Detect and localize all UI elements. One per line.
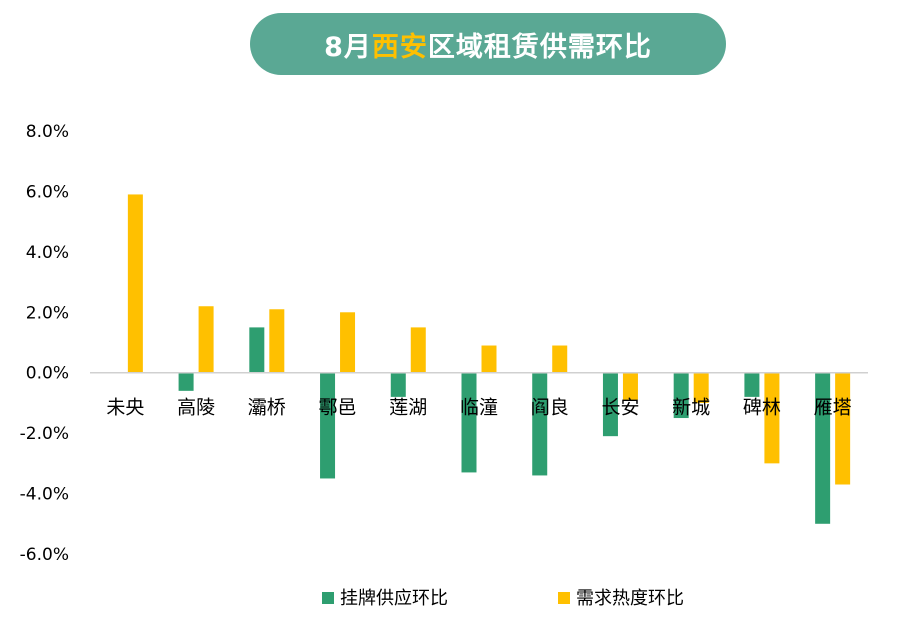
supply-bar bbox=[532, 372, 548, 476]
y-tick-label: 2.0% bbox=[26, 303, 69, 323]
category-label: 鄠邑 bbox=[319, 397, 357, 419]
category-label: 雁塔 bbox=[814, 397, 852, 419]
demand-bar bbox=[340, 312, 356, 373]
demand-bar bbox=[552, 345, 568, 373]
supply-bar bbox=[815, 372, 831, 524]
category-labels: 未央 高陵 灞桥 鄠邑 莲湖 临潼 阎良 长安 新城 碑林 雁塔 bbox=[106, 397, 851, 419]
y-tick-label: 4.0% bbox=[26, 243, 69, 263]
supply-bar bbox=[602, 372, 618, 437]
y-axis-ticks: 8.0% 6.0% 4.0% 2.0% 0.0% -2.0% -4.0% -6.0% bbox=[20, 122, 69, 565]
title-suffix: 区域租赁供需环比 bbox=[427, 31, 652, 63]
demand-bar bbox=[198, 306, 214, 373]
legend: 挂牌供应环比 需求热度环比 bbox=[322, 588, 684, 609]
supply-bar bbox=[673, 372, 689, 419]
supply-bar bbox=[249, 327, 265, 373]
category-label: 阎良 bbox=[531, 397, 569, 419]
category-label: 灞桥 bbox=[248, 397, 286, 419]
y-tick-label: 0.0% bbox=[26, 364, 69, 384]
legend-label-demand: 需求热度环比 bbox=[576, 588, 684, 609]
demand-bar bbox=[481, 345, 497, 373]
supply-bar bbox=[461, 372, 477, 473]
legend-label-supply: 挂牌供应环比 bbox=[340, 588, 448, 609]
supply-bar bbox=[390, 372, 406, 397]
category-label: 碑林 bbox=[743, 397, 781, 419]
category-label: 莲湖 bbox=[389, 397, 427, 419]
category-label: 高陵 bbox=[177, 397, 215, 419]
demand-bar bbox=[410, 327, 426, 373]
demand-bar bbox=[622, 372, 638, 400]
title-highlight: 西安 bbox=[371, 31, 428, 63]
y-tick-label: 6.0% bbox=[26, 182, 69, 202]
category-label: 长安 bbox=[601, 397, 639, 419]
bars bbox=[127, 194, 851, 524]
category-label: 临潼 bbox=[460, 397, 498, 419]
demand-bar bbox=[269, 309, 285, 373]
y-tick-label: -2.0% bbox=[20, 424, 69, 444]
demand-bar bbox=[835, 372, 851, 485]
legend-swatch-demand bbox=[558, 592, 570, 604]
category-label: 未央 bbox=[106, 397, 144, 419]
y-tick-label: 8.0% bbox=[26, 122, 69, 142]
supply-bar bbox=[178, 372, 194, 391]
category-label: 新城 bbox=[672, 397, 710, 419]
demand-bar bbox=[127, 194, 143, 373]
supply-bar bbox=[744, 372, 760, 397]
demand-bar bbox=[764, 372, 780, 464]
legend-swatch-supply bbox=[322, 592, 334, 604]
chart-title: 8月 西安 区域租赁供需环比 bbox=[250, 13, 726, 75]
demand-bar bbox=[693, 372, 709, 403]
title-prefix: 8月 bbox=[324, 31, 372, 63]
supply-bar bbox=[320, 372, 336, 479]
y-tick-label: -4.0% bbox=[20, 485, 69, 505]
y-tick-label: -6.0% bbox=[20, 545, 69, 565]
